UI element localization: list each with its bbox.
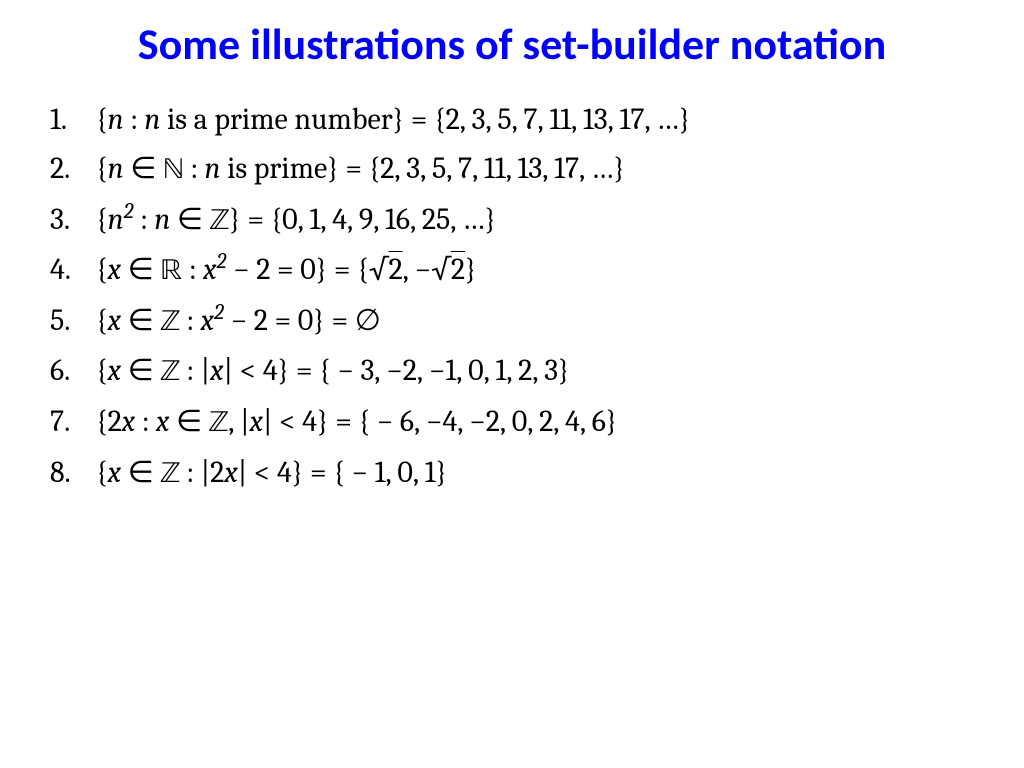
var: n xyxy=(108,102,124,137)
var: x xyxy=(108,252,121,287)
var: n xyxy=(205,151,221,186)
var: x xyxy=(108,303,121,338)
item-expression: {x ∈ ℤ : |2x| < 4} = { − 1, 0, 1} xyxy=(96,449,447,500)
list-item: 3. {n2 : n ∈ ℤ} = {0, 1, 4, 9, 16, 25, …… xyxy=(50,196,974,247)
text: < 4 xyxy=(272,404,317,439)
var: x xyxy=(224,455,237,490)
superscript: 2 xyxy=(124,200,134,224)
text: < 4 xyxy=(233,353,278,388)
element-of: ∈ xyxy=(128,252,154,287)
var: x xyxy=(108,455,121,490)
var: x xyxy=(250,404,263,439)
var: n xyxy=(108,151,124,186)
set-symbol: ℕ xyxy=(163,156,184,186)
rhs: { − 6, −4, −2, 0, 2, 4, 6} xyxy=(358,404,617,439)
set-symbol: ℝ xyxy=(160,257,182,287)
text: 2 xyxy=(108,404,122,439)
var: x xyxy=(122,404,135,439)
item-expression: {x ∈ ℤ : |x| < 4} = { − 3, −2, −1, 0, 1,… xyxy=(96,347,570,398)
var: x xyxy=(156,404,169,439)
superscript: 2 xyxy=(216,250,226,274)
sqrt-icon: √ xyxy=(369,252,389,287)
list-item: 8. {x ∈ ℤ : |2x| < 4} = { − 1, 0, 1} xyxy=(50,449,974,500)
var: x xyxy=(203,252,216,287)
text: < 4 xyxy=(247,455,292,490)
element-of: ∈ xyxy=(176,404,202,439)
item-expression: {x ∈ ℤ : x2 − 2 = 0} = ∅ xyxy=(96,297,381,348)
item-expression: {n : n is a prime number} = {2, 3, 5, 7,… xyxy=(96,96,690,145)
sqrt-expr: √2 xyxy=(369,252,403,287)
element-of: ∈ xyxy=(128,455,154,490)
var: x xyxy=(201,303,214,338)
item-number: 2. xyxy=(50,145,96,194)
set-symbol: ℤ xyxy=(160,358,179,388)
element-of: ∈ xyxy=(177,202,203,237)
var: n xyxy=(154,202,170,237)
set-symbol: ℤ xyxy=(160,308,179,338)
text: 2 xyxy=(210,455,224,490)
item-number: 8. xyxy=(50,449,96,498)
rhs: {2, 3, 5, 7, 11, 13, 17, …} xyxy=(434,102,690,137)
var: x xyxy=(108,353,121,388)
text: is a prime number xyxy=(160,102,392,137)
item-number: 5. xyxy=(50,297,96,346)
example-list: 1. {n : n is a prime number} = {2, 3, 5,… xyxy=(50,96,974,499)
item-expression: {2x : x ∈ ℤ, |x| < 4} = { − 6, −4, −2, 0… xyxy=(96,398,617,449)
rhs: { − 3, −2, −1, 0, 1, 2, 3} xyxy=(319,353,570,388)
rhs: ∅ xyxy=(355,303,381,338)
item-expression: {n ∈ ℕ : n is prime} = {2, 3, 5, 7, 11, … xyxy=(96,145,625,196)
rhs: {0, 1, 4, 9, 16, 25, …} xyxy=(271,202,497,237)
superscript: 2 xyxy=(214,301,224,325)
item-number: 6. xyxy=(50,347,96,396)
list-item: 2. {n ∈ ℕ : n is prime} = {2, 3, 5, 7, 1… xyxy=(50,145,974,196)
item-expression: {x ∈ ℝ : x2 − 2 = 0} = {√2, −√2} xyxy=(96,246,477,297)
item-number: 7. xyxy=(50,398,96,447)
rhs: { − 1, 0, 1} xyxy=(333,455,447,490)
element-of: ∈ xyxy=(130,151,156,186)
item-number: 3. xyxy=(50,196,96,245)
text: is prime xyxy=(221,151,328,186)
set-symbol: ℤ xyxy=(210,207,229,237)
element-of: ∈ xyxy=(128,303,154,338)
text: − 2 = 0 xyxy=(224,303,313,338)
item-expression: {n2 : n ∈ ℤ} = {0, 1, 4, 9, 16, 25, …} xyxy=(96,196,496,247)
var: n xyxy=(144,102,160,137)
slide: Some illustrations of set-builder notati… xyxy=(0,0,1024,768)
set-symbol: ℤ xyxy=(209,409,228,439)
list-item: 7. {2x : x ∈ ℤ, |x| < 4} = { − 6, −4, −2… xyxy=(50,398,974,449)
item-number: 4. xyxy=(50,246,96,295)
item-number: 1. xyxy=(50,96,96,145)
list-item: 1. {n : n is a prime number} = {2, 3, 5,… xyxy=(50,96,974,145)
text: − 2 = 0 xyxy=(226,252,315,287)
list-item: 5. {x ∈ ℤ : x2 − 2 = 0} = ∅ xyxy=(50,297,974,348)
sqrt-icon: √ xyxy=(431,252,451,287)
var: x xyxy=(210,353,223,388)
slide-title: Some illustrations of set-builder notati… xyxy=(50,20,974,68)
sqrt-expr: √2 xyxy=(431,252,465,287)
element-of: ∈ xyxy=(128,353,154,388)
var: n xyxy=(108,202,124,237)
set-symbol: ℤ xyxy=(160,460,179,490)
list-item: 4. {x ∈ ℝ : x2 − 2 = 0} = {√2, −√2} xyxy=(50,246,974,297)
list-item: 6. {x ∈ ℤ : |x| < 4} = { − 3, −2, −1, 0,… xyxy=(50,347,974,398)
rhs: {2, 3, 5, 7, 11, 13, 17, …} xyxy=(369,151,625,186)
